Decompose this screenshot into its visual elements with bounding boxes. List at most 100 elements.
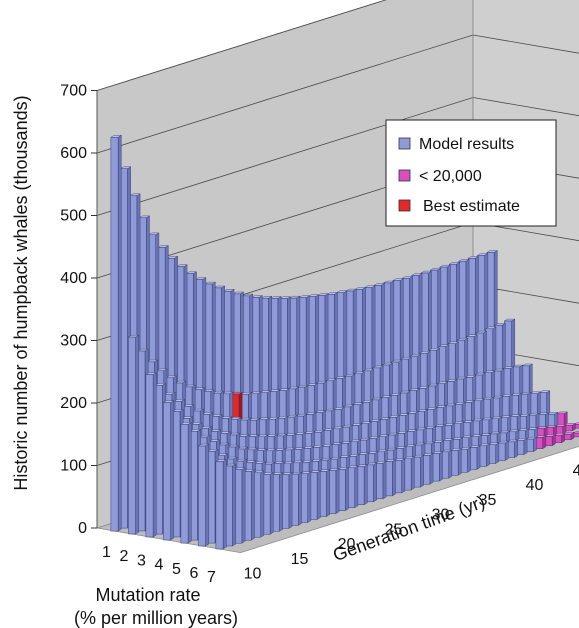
bar-mu7-gen23 <box>337 467 350 511</box>
bar-side <box>117 134 122 532</box>
bar-mu7-gen41 <box>506 439 519 458</box>
bar-side <box>410 456 415 491</box>
y-tick-label: 35 <box>479 492 497 509</box>
bar-side <box>429 453 434 485</box>
bar-side <box>392 459 396 497</box>
legend-swatch-best-estimate <box>398 199 411 212</box>
bar-side <box>420 454 424 488</box>
bar-mu7-gen47 <box>562 431 575 441</box>
bar-mu7-gen31 <box>412 454 425 488</box>
bar-mu7-gen28 <box>384 459 397 497</box>
bar-side <box>251 469 255 541</box>
x-tick-label: 5 <box>172 561 181 578</box>
bar-mu5-gen50 <box>556 411 569 426</box>
bar-mu7-gen33 <box>431 451 444 482</box>
bar-side <box>504 440 509 461</box>
bar-side <box>514 439 518 458</box>
y-tick-label: 40 <box>526 477 544 494</box>
bar-mu7-gen21 <box>318 469 331 517</box>
bar-side <box>457 448 462 476</box>
bar-mu7-gen12 <box>233 467 246 544</box>
x-tick-label: 3 <box>137 552 146 569</box>
bar-mu7-gen13 <box>243 469 256 541</box>
bar-mu5-gen10 <box>180 422 193 544</box>
bar-side <box>486 443 490 467</box>
bar-side <box>363 464 368 506</box>
bar-side <box>401 458 406 494</box>
bar-mu6-gen45 <box>526 427 539 444</box>
bar-front <box>145 374 154 538</box>
bar-front <box>110 137 119 532</box>
y-tick-label: 25 <box>385 521 403 538</box>
bar-mu1-gen10 <box>110 134 122 532</box>
bar-side <box>269 472 274 535</box>
bar-mu7-gen40 <box>497 440 510 461</box>
bar-front <box>198 445 206 547</box>
z-tick-label: 700 <box>60 83 87 100</box>
bar-mu7-gen45 <box>544 434 557 447</box>
z-tick-label: 300 <box>60 333 87 350</box>
bar-side <box>563 411 568 426</box>
bar-side <box>288 472 293 529</box>
legend-label-model-results: Model results <box>419 136 514 153</box>
bar-side <box>345 467 349 511</box>
bar-side <box>279 472 283 532</box>
bar-mu7-gen10 <box>215 459 228 550</box>
bar-front <box>180 424 189 544</box>
bar-mu7-gen30 <box>403 456 416 491</box>
bar-mu7-gen15 <box>262 472 275 535</box>
bar-mu7-gen19 <box>299 471 312 523</box>
bar-mu6-gen10 <box>197 443 210 547</box>
z-axis-title: Historic number of humpback whales (thou… <box>11 95 31 490</box>
bar-mu7-gen20 <box>309 470 322 520</box>
y-tick-label: 30 <box>432 507 450 524</box>
legend-label-best-estimate: Best estimate <box>423 198 520 215</box>
bar-side <box>467 446 471 473</box>
bar-front <box>128 336 136 535</box>
bar-mu7-gen46 <box>553 433 566 444</box>
bar-side <box>335 468 340 514</box>
y-tick-label: 45 <box>573 462 579 479</box>
z-tick-label: 500 <box>60 208 87 225</box>
x-tick-label: 4 <box>155 557 164 574</box>
bar-mu2-gen10 <box>127 334 140 535</box>
bar-mu6-gen48 <box>554 424 567 435</box>
bar-mu7-gen29 <box>393 458 406 494</box>
z-tick-label: 200 <box>60 395 87 412</box>
legend-box <box>385 119 557 227</box>
bars-layer <box>110 134 579 550</box>
y-tick-label: 15 <box>291 551 309 568</box>
bar-mu7-gen36 <box>459 446 472 473</box>
bar-side <box>542 435 547 450</box>
bar-side <box>533 436 537 452</box>
z-tick-label: 0 <box>78 520 87 537</box>
bar-mu7-gen27 <box>374 460 387 500</box>
bar-side <box>448 449 453 479</box>
bar-mu7-gen26 <box>365 462 378 503</box>
bar-side <box>354 465 359 509</box>
x-tick-label: 7 <box>207 569 216 586</box>
bar-front <box>215 461 224 550</box>
x-axis-title-line2: (% per million years) <box>74 608 238 628</box>
bar-mu7-gen24 <box>346 465 359 509</box>
z-tick-label: 400 <box>60 270 87 287</box>
legend-swatch-below-20000 <box>398 169 411 182</box>
bar-front <box>163 402 171 541</box>
bar-side <box>439 451 443 482</box>
bar-side <box>232 463 236 547</box>
bar-mu7-gen35 <box>450 448 463 476</box>
bar-mu7-gen38 <box>478 443 491 467</box>
bar-side <box>222 459 227 550</box>
bar-side <box>307 471 312 523</box>
x-tick-label: 6 <box>190 565 199 582</box>
bar-mu7-gen22 <box>327 468 340 514</box>
bar-mu7-gen43 <box>525 436 538 452</box>
bar-mu6-gen49 <box>564 423 577 432</box>
bar-mu3-gen10 <box>145 372 158 538</box>
bar-mu7-gen32 <box>421 453 434 485</box>
bar-mu7-gen25 <box>356 464 369 506</box>
bar-mu7-gen42 <box>515 437 528 455</box>
bar-mu7-gen16 <box>271 472 284 532</box>
